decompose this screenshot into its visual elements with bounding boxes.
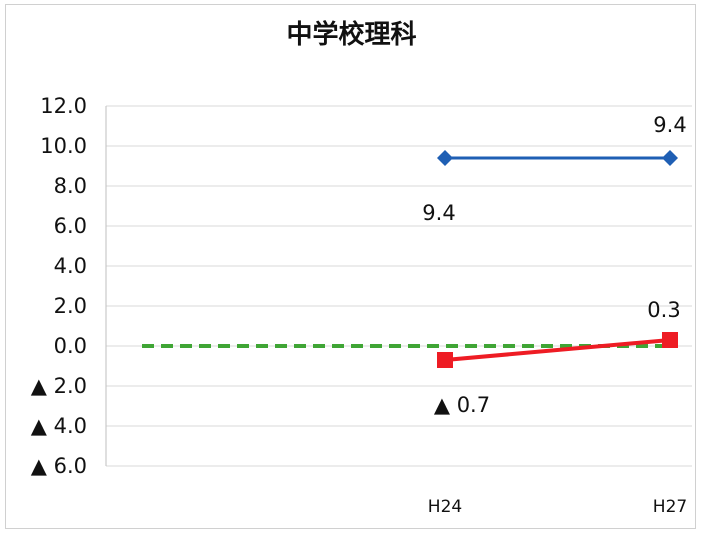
data-label: 9.4 [653, 113, 686, 137]
y-tick-label: 6.0 [54, 214, 87, 238]
series-point-red [437, 352, 453, 368]
data-label: 0.3 [647, 298, 680, 322]
y-tick-label: ▲ 4.0 [31, 414, 87, 438]
y-tick-label: 4.0 [54, 254, 87, 278]
y-tick-label: 0.0 [54, 334, 87, 358]
series-point-red [662, 332, 678, 348]
chart-title: 中学校理科 [286, 20, 417, 50]
y-tick-label: 8.0 [54, 174, 87, 198]
data-label: 9.4 [422, 201, 455, 225]
y-tick-label: 10.0 [40, 134, 87, 158]
series-point-blue [437, 150, 453, 166]
series-point-blue [662, 150, 678, 166]
y-tick-label: 12.0 [40, 94, 87, 118]
series-line-red [444, 338, 671, 362]
x-tick-label: H27 [653, 497, 687, 517]
data-label: ▲ 0.7 [434, 393, 490, 417]
y-tick-label: ▲ 6.0 [31, 454, 87, 478]
x-tick-label: H24 [428, 497, 462, 517]
y-tick-label: 2.0 [54, 294, 87, 318]
y-tick-label: ▲ 2.0 [31, 374, 87, 398]
